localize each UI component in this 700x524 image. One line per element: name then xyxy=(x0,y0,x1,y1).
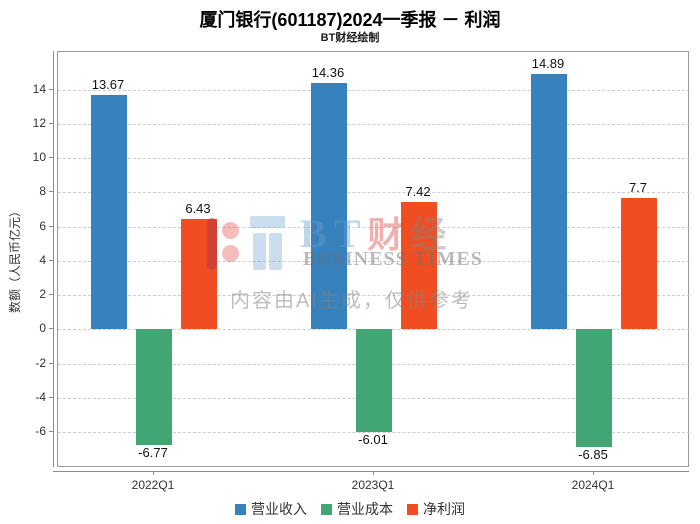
value-label: 13.67 xyxy=(91,77,125,93)
x-category-label: 2023Q1 xyxy=(351,478,395,492)
chart-title: 厦门银行(601187)2024一季报 － 利润 xyxy=(199,10,501,30)
legend-item-营业成本[interactable]: 营业成本 xyxy=(321,499,393,519)
x-axis-line xyxy=(53,471,689,472)
plot-area xyxy=(57,51,690,467)
bar-营业收入-2023Q1 xyxy=(311,83,347,330)
y-tick-label: 12 xyxy=(32,115,46,130)
bar-营业收入-2022Q1 xyxy=(91,95,127,330)
value-label: 6.43 xyxy=(185,201,211,217)
y-tick-label: 10 xyxy=(32,150,46,165)
gridline xyxy=(58,295,690,297)
x-category-label: 2022Q1 xyxy=(131,478,175,492)
gridline xyxy=(58,123,690,125)
gridline xyxy=(58,192,690,194)
y-tick xyxy=(49,396,53,398)
legend-item-营业收入[interactable]: 营业收入 xyxy=(235,499,307,519)
value-label: 14.89 xyxy=(531,56,565,72)
y-tick xyxy=(49,328,53,330)
legend-label: 营业收入 xyxy=(251,501,307,517)
y-tick xyxy=(49,431,53,433)
legend-item-净利润[interactable]: 净利润 xyxy=(407,499,465,519)
y-tick xyxy=(49,191,53,193)
bar-营业成本-2024Q1 xyxy=(576,329,612,447)
gridline xyxy=(58,260,690,262)
chart-subtitle: BT财经绘制 xyxy=(320,32,380,44)
y-tick xyxy=(49,259,53,261)
legend-swatch-icon xyxy=(407,503,418,515)
y-tick xyxy=(49,225,53,227)
legend-swatch-icon xyxy=(235,503,246,515)
x-tick xyxy=(373,471,374,475)
y-tick xyxy=(49,294,53,296)
gridline xyxy=(58,226,690,228)
value-label: 7.42 xyxy=(405,184,431,200)
value-label: 7.7 xyxy=(628,179,648,195)
x-category-label: 2024Q1 xyxy=(571,478,615,492)
bar-净利润-2023Q1 xyxy=(401,202,437,330)
y-tick-label: 2 xyxy=(39,287,46,302)
legend-label: 净利润 xyxy=(423,501,465,517)
legend-swatch-icon xyxy=(321,503,332,515)
value-label: -6.85 xyxy=(578,446,608,462)
x-tick xyxy=(593,471,594,475)
bar-营业成本-2022Q1 xyxy=(136,329,172,446)
y-tick-label: -4 xyxy=(35,389,46,404)
bar-净利润-2024Q1 xyxy=(621,197,657,330)
y-tick xyxy=(49,362,53,364)
y-tick-label: 0 xyxy=(39,321,46,336)
y-tick-label: 14 xyxy=(32,81,46,96)
gridline xyxy=(58,89,690,91)
y-tick-label: 4 xyxy=(39,252,46,267)
legend-label: 营业成本 xyxy=(337,501,393,517)
value-label: -6.77 xyxy=(138,445,168,461)
value-label: 14.36 xyxy=(311,65,345,81)
y-tick-label: 6 xyxy=(39,218,46,233)
y-tick xyxy=(49,88,53,90)
chart-legend: 营业收入 营业成本 净利润 xyxy=(0,499,700,519)
gridline xyxy=(58,158,690,160)
gridline xyxy=(58,432,690,434)
y-tick xyxy=(49,157,53,159)
value-label: -6.01 xyxy=(358,432,388,448)
bar-净利润-2022Q1 xyxy=(181,219,217,330)
y-tick-label: -6 xyxy=(35,424,46,439)
y-tick-label: -2 xyxy=(35,355,46,370)
bar-营业成本-2023Q1 xyxy=(356,329,392,433)
x-tick xyxy=(153,471,154,475)
y-tick xyxy=(49,122,53,124)
bar-营业收入-2024Q1 xyxy=(531,74,567,330)
y-tick-label: 8 xyxy=(39,184,46,199)
y-axis-line xyxy=(53,51,54,467)
